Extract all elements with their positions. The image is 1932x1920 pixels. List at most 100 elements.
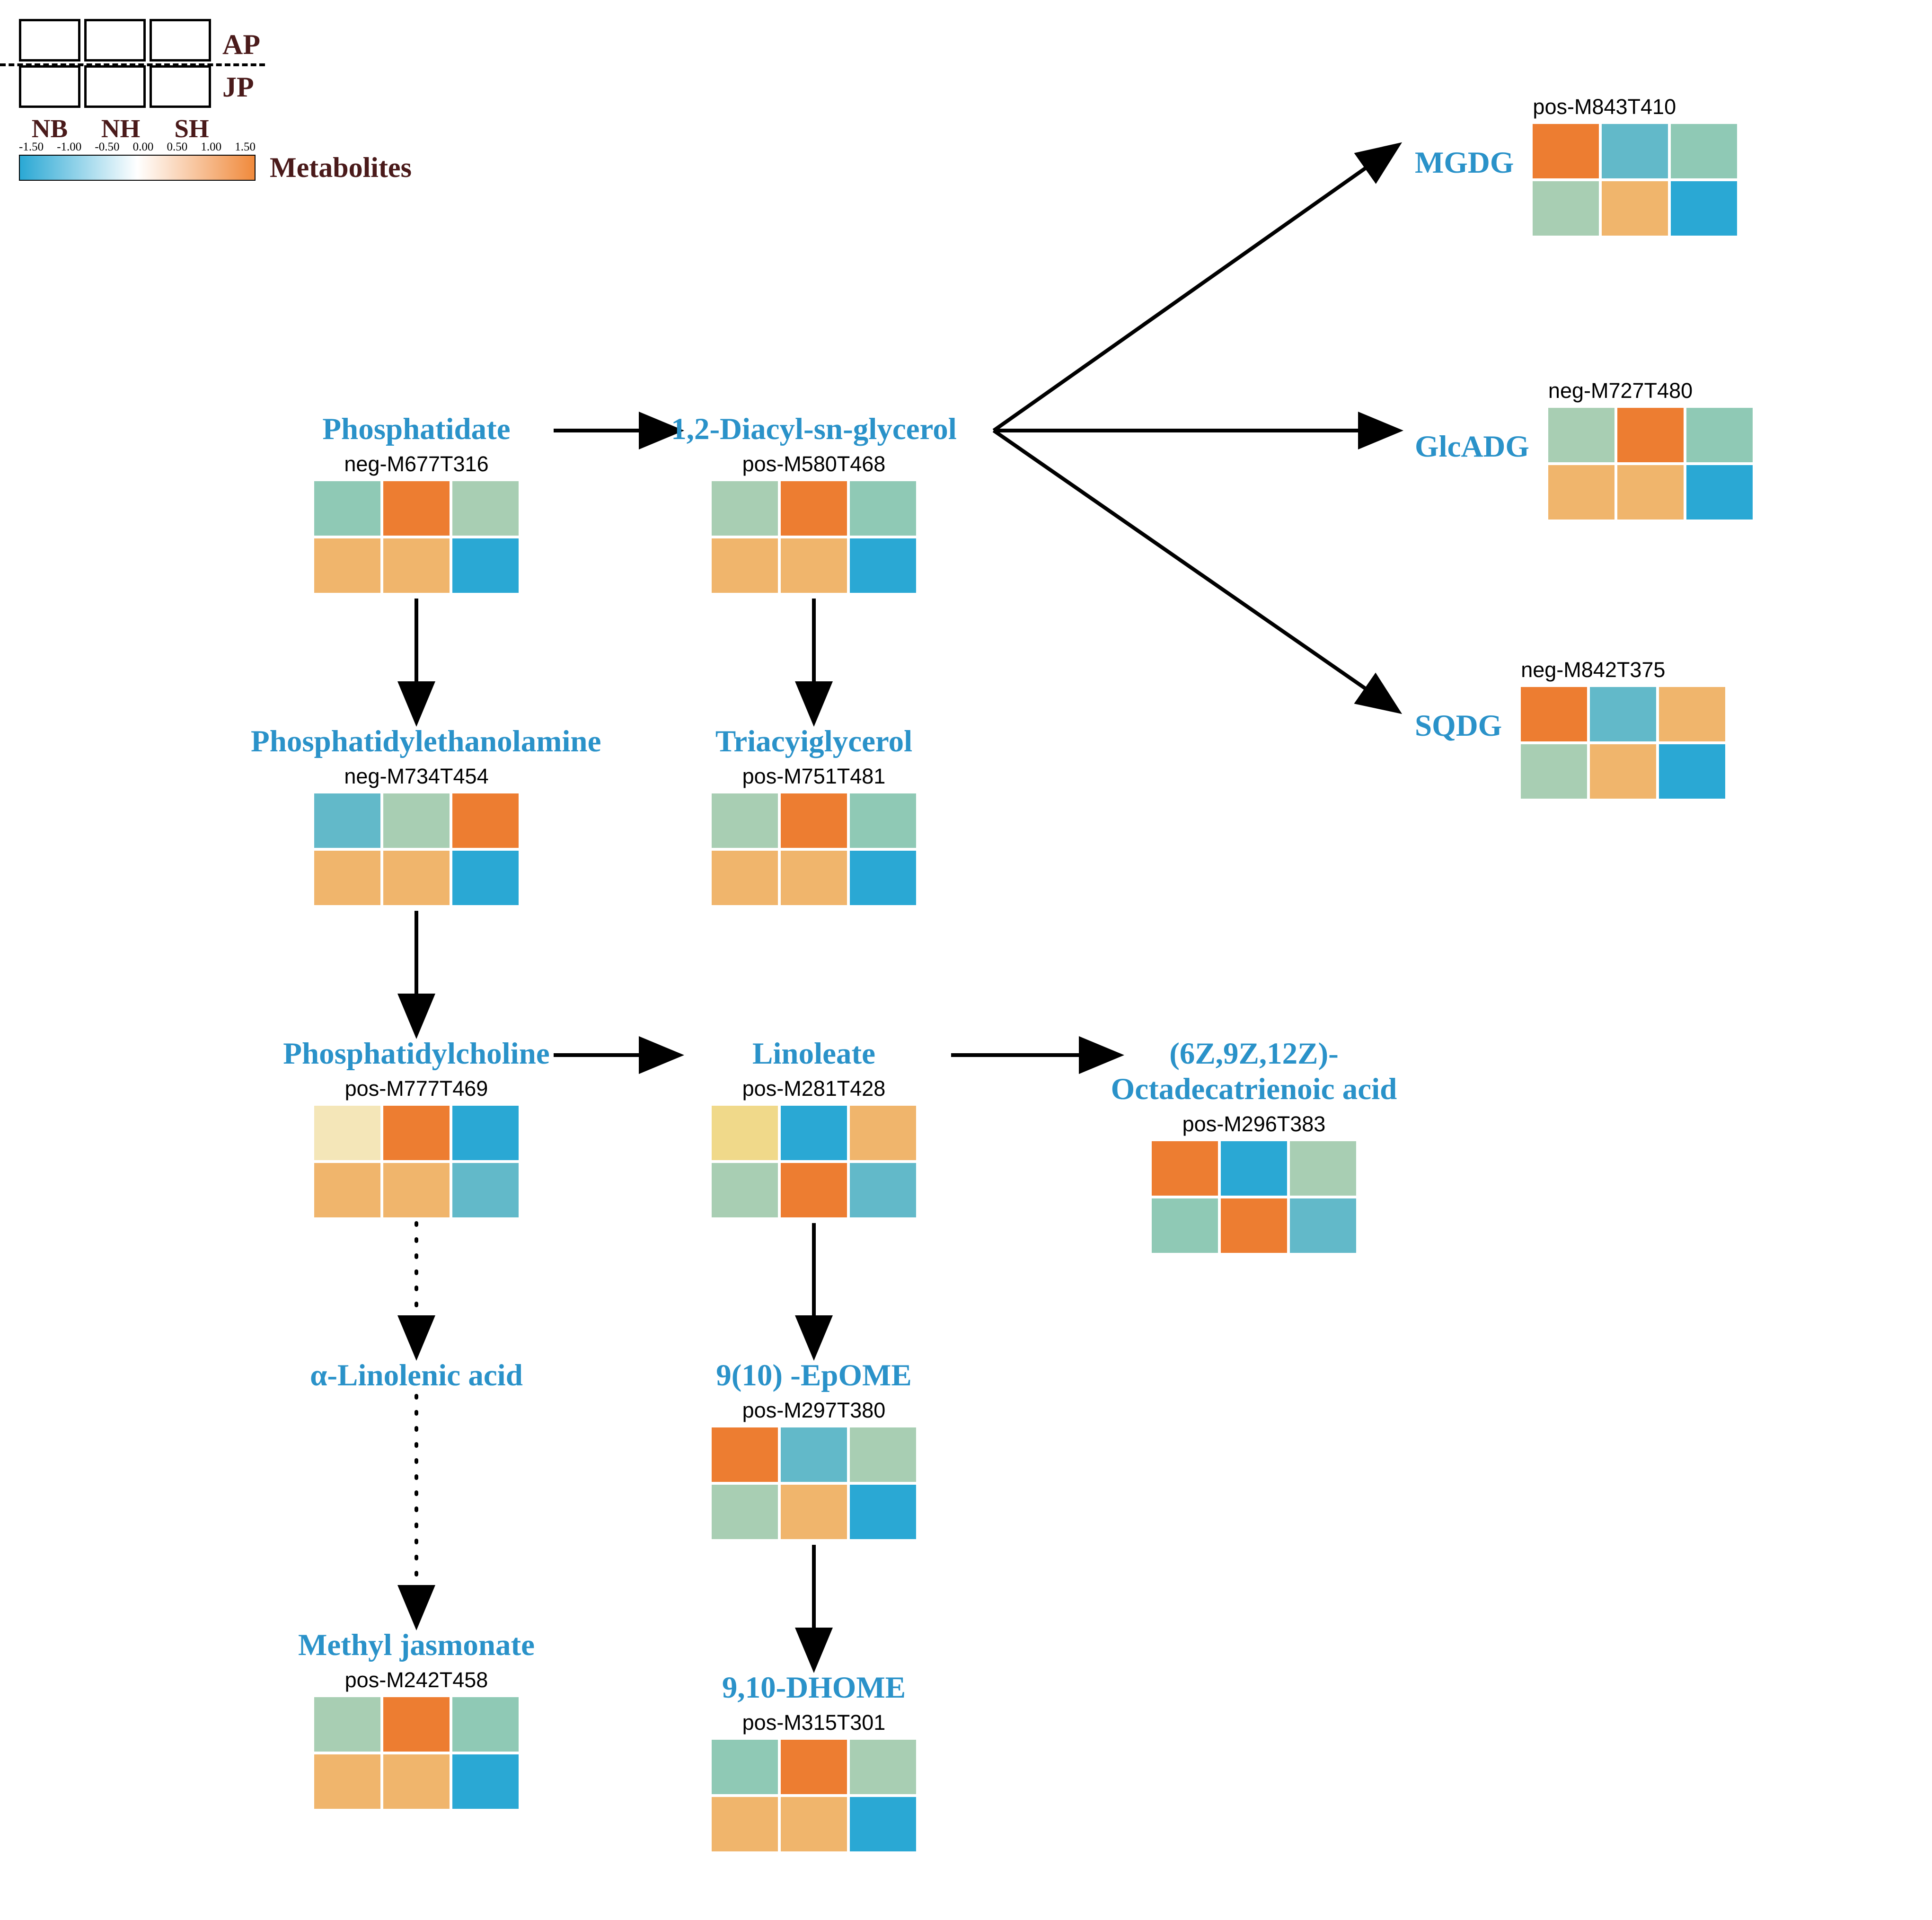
node-epome: 9(10) -EpOMEpos-M297T380 [648,1358,979,1539]
node-id: neg-M677T316 [251,452,582,476]
node-name: GlcADG [1415,429,1529,465]
heatmap-cell [781,1485,847,1539]
node-ala: α-Linolenic acid [251,1358,582,1393]
heatmap [1521,687,1725,799]
heatmap-cell [1659,687,1725,741]
colorbar [19,155,256,181]
heatmap-cell [452,481,519,536]
node-name: α-Linolenic acid [251,1358,582,1393]
heatmap-cell [383,481,450,536]
heatmap-cell [1590,687,1656,741]
legend-row-jp: JP [222,71,254,104]
node-name: Phosphatidate [251,412,582,447]
heatmap-cell [1686,465,1753,520]
legend-col-nh: NH [90,114,151,143]
heatmap-cell [1221,1141,1287,1196]
node-phosphatidate: Phosphatidate neg-M677T316 [251,412,582,593]
heatmap-cell [781,1163,847,1217]
heatmap-cell [1521,744,1587,799]
heatmap-cell [383,1697,450,1752]
heatmap-cell [383,851,450,905]
heatmap-cell [452,1754,519,1809]
heatmap-cell [1659,744,1725,799]
heatmap-cell [1548,408,1614,462]
heatmap-cell [850,481,916,536]
heatmap-cell [850,1163,916,1217]
node-pc: Phosphatidylcholinepos-M777T469 [251,1036,582,1217]
legend-divider [0,63,265,66]
node-id: pos-M296T383 [1088,1112,1420,1136]
heatmap-cell [1617,408,1684,462]
node-id: pos-M751T481 [648,764,979,789]
heatmap-cell [1671,124,1737,178]
tick: 1.00 [201,141,221,154]
node-dhome: 9,10-DHOMEpos-M315T301 [648,1670,979,1851]
heatmap-cell [452,851,519,905]
heatmap-cell [383,1754,450,1809]
node-mj: Methyl jasmonatepos-M242T458 [251,1628,582,1809]
heatmap-cell [1602,124,1668,178]
tick: 0.50 [167,141,187,154]
tick: 1.50 [235,141,256,154]
heatmap-cell [452,793,519,848]
heatmap-cell [452,1106,519,1160]
heatmap-cell [1533,181,1599,236]
node-glcadg: GlcADG neg-M727T480 [1415,374,1888,520]
node-sqdg: SQDG neg-M842T375 [1415,653,1888,799]
node-name: Linoleate [648,1036,979,1072]
heatmap-cell [1152,1198,1218,1253]
heatmap-cell [1521,687,1587,741]
node-name: Methyl jasmonate [251,1628,582,1663]
heatmap-cell [1290,1198,1356,1253]
legend-cell [84,65,146,108]
heatmap [1548,408,1753,520]
heatmap-cell [781,1106,847,1160]
heatmap [712,1106,916,1217]
heatmap-cell [452,538,519,593]
legend-cell [19,65,80,108]
legend-cell [150,19,211,62]
heatmap-cell [1671,181,1737,236]
heatmap-cell [850,538,916,593]
heatmap-cell [1686,408,1753,462]
node-octa: (6Z,9Z,12Z)-Octadecatrienoic acidpos-M29… [1088,1036,1420,1253]
node-id: neg-M842T375 [1521,658,1888,682]
heatmap-cell [383,793,450,848]
heatmap-cell [781,1427,847,1482]
legend-cell [84,19,146,62]
node-id: pos-M297T380 [648,1398,979,1423]
heatmap-cell [383,1163,450,1217]
heatmap-cell [314,1106,380,1160]
heatmap-cell [1548,465,1614,520]
node-name: 1,2-Diacyl-sn-glycerol [648,412,979,447]
colorbar-ticks: -1.50 -1.00 -0.50 0.00 0.50 1.00 1.50 [19,141,256,154]
heatmap-cell [1221,1198,1287,1253]
heatmap-cell [452,1163,519,1217]
heatmap-cell [781,851,847,905]
heatmap-cell [712,1163,778,1217]
heatmap-cell [712,481,778,536]
tick: -1.50 [19,141,44,154]
heatmap-cell [314,793,380,848]
legend: AP JP NB NH SH [19,19,211,108]
heatmap-cell [850,1797,916,1851]
heatmap [712,793,916,905]
heatmap-cell [712,1106,778,1160]
heatmap-cell [314,851,380,905]
heatmap-cell [850,1740,916,1794]
heatmap-cell [712,1427,778,1482]
heatmap-cell [850,1485,916,1539]
node-name: 9,10-DHOME [648,1670,979,1706]
heatmap-cell [452,1697,519,1752]
heatmap-cell [1290,1141,1356,1196]
legend-cell [19,19,80,62]
heatmap-cell [314,538,380,593]
heatmap-cell [314,1163,380,1217]
heatmap-cell [314,1697,380,1752]
node-linoleate: Linoleatepos-M281T428 [648,1036,979,1217]
heatmap-cell [1533,124,1599,178]
heatmap [712,1427,916,1539]
tick: 0.00 [133,141,154,154]
node-name: Phosphatidylethanolamine [251,724,582,759]
node-pe: Phosphatidylethanolamineneg-M734T454 [251,724,582,905]
